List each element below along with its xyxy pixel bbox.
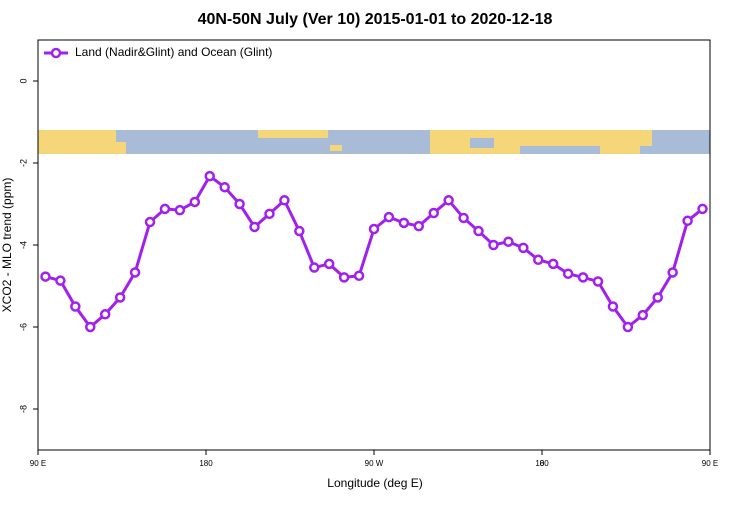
point (85, 321, 96, 333)
point (488, 239, 499, 251)
point (174, 204, 186, 216)
map-strip (38, 130, 710, 154)
x-tick-label: 90 W (365, 459, 384, 468)
y-tick-label: 0 (18, 78, 28, 83)
point (40, 271, 51, 282)
point (55, 275, 66, 286)
point (368, 223, 380, 235)
y-tick-label: -4 (18, 241, 28, 249)
point (622, 321, 634, 333)
point (592, 276, 604, 287)
x-tick-label: 0 (540, 459, 545, 468)
point (264, 208, 275, 220)
point (189, 196, 201, 208)
point (99, 309, 111, 320)
point (204, 170, 215, 182)
point (577, 272, 589, 283)
point (294, 225, 305, 237)
point (219, 181, 230, 193)
point (114, 292, 126, 303)
point (503, 236, 514, 247)
point (637, 309, 649, 321)
point (443, 195, 454, 206)
y-tick-label: -6 (18, 323, 28, 331)
point (413, 220, 425, 232)
x-tick-label: 180 (535, 459, 549, 468)
point (70, 301, 81, 312)
point (518, 242, 529, 254)
x-tick-label: 90 E (30, 459, 46, 468)
point (323, 258, 335, 270)
point (607, 301, 619, 312)
plot-frame (37, 39, 711, 451)
point (279, 195, 290, 206)
series-line (45, 173, 704, 330)
point (652, 292, 663, 303)
point (353, 270, 365, 281)
point (383, 211, 395, 223)
y-axis-label: XCO2 - MLO trend (ppm) (0, 178, 14, 313)
point (458, 212, 469, 224)
point (398, 217, 410, 229)
point (667, 267, 678, 278)
point (159, 203, 171, 215)
point (144, 216, 156, 228)
legend-label: Land (Nadir&Glint) and Ocean (Glint) (75, 45, 272, 59)
point (697, 203, 708, 215)
point (234, 198, 245, 210)
legend-marker (50, 47, 62, 59)
point (547, 258, 559, 270)
y-tick-label: -2 (18, 159, 28, 167)
point (338, 272, 350, 283)
point (682, 215, 693, 227)
x-axis-label: Longitude (deg E) (327, 476, 422, 490)
chart-title: 40N-50N July (Ver 10) 2015-01-01 to 2020… (198, 11, 553, 28)
point (249, 221, 260, 233)
point (562, 268, 574, 279)
point (533, 254, 544, 266)
point (129, 267, 141, 278)
point (428, 207, 439, 219)
y-tick-label: -8 (18, 405, 28, 413)
point (473, 225, 484, 237)
point (309, 262, 320, 273)
x-tick-label: 180 (199, 459, 213, 468)
x-tick-label: 90 E (702, 459, 718, 468)
